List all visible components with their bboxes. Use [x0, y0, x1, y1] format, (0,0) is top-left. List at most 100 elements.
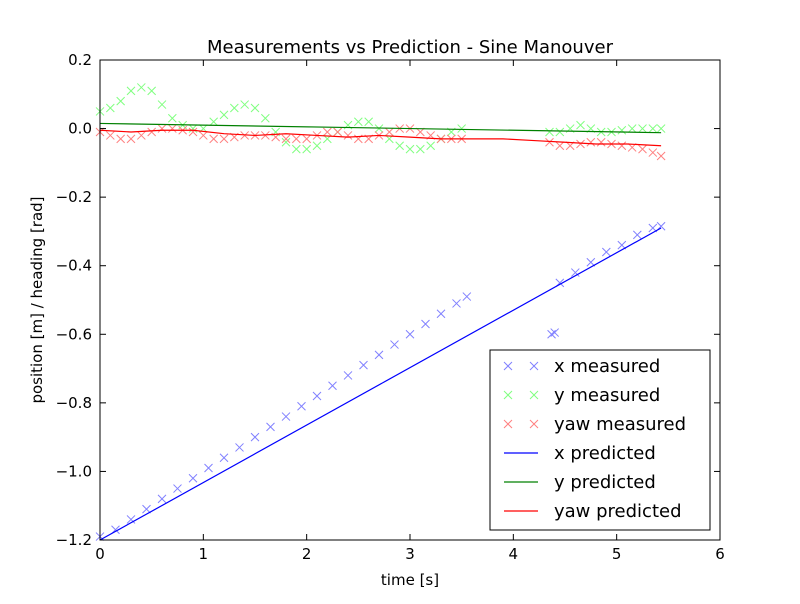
y-measured-point	[457, 124, 467, 133]
y-tick-label: −0.4	[56, 257, 92, 275]
legend-label-yaw-predicted: yaw predicted	[554, 501, 682, 522]
legend-box	[489, 349, 711, 531]
yaw-measured-point	[167, 124, 177, 133]
yaw-measured-point	[648, 148, 658, 157]
x-measured-point	[601, 247, 611, 257]
yaw-measured-point	[545, 137, 554, 147]
y-measured-point	[126, 86, 136, 96]
y-axis-title: position [m] / heading [rad]	[28, 196, 46, 403]
y-measured-point	[260, 113, 270, 123]
yaw-measured-point	[322, 127, 332, 137]
yaw-measured-point	[188, 127, 198, 137]
y-tick-label: −0.6	[56, 325, 92, 343]
legend-label-x-measured: x measured	[554, 356, 660, 377]
y-measured-point	[627, 124, 637, 133]
x-measured-point	[452, 299, 461, 308]
y-measured-point	[147, 86, 157, 96]
yaw-measured-point	[147, 127, 157, 137]
yaw-measured-point	[157, 124, 167, 133]
y-measured-point	[395, 141, 405, 151]
x-measured-point	[126, 515, 136, 524]
y-tick-label: −1.0	[56, 462, 92, 480]
y-measured-point	[291, 144, 301, 154]
x-axis-title: time [s]	[381, 571, 439, 589]
x-measured-point	[405, 329, 415, 339]
y-measured-point	[364, 117, 374, 127]
x-measured-point	[328, 381, 337, 391]
yaw-predicted-line	[99, 129, 662, 147]
y-measured-point	[648, 124, 658, 133]
x-measured-point	[235, 443, 244, 452]
legend-label-y-measured: y measured	[554, 385, 660, 406]
legend-marker-x-measured	[503, 361, 513, 371]
yaw-measured-point	[384, 127, 394, 137]
x-measured-point	[462, 292, 472, 301]
y-measured-point	[545, 127, 554, 137]
yaw-measured-point	[656, 151, 666, 161]
y-tick-label: −1.2	[56, 531, 92, 549]
yaw-measured-point	[302, 134, 312, 144]
x-measured-point	[550, 328, 560, 337]
yaw-measured-point	[219, 134, 229, 144]
y-measured-point	[638, 124, 647, 133]
legend-marker-y-measured	[529, 390, 539, 400]
legend-marker-x-measured	[529, 361, 539, 371]
x-measured-point	[188, 473, 198, 483]
y-measured-point	[426, 141, 436, 151]
legend-label-y-predicted: y predicted	[554, 472, 656, 493]
y-predicted-line	[99, 122, 662, 134]
x-measured-point	[343, 371, 353, 380]
y-measured-point	[188, 124, 198, 133]
yaw-measured-point	[281, 134, 291, 144]
chart-title: Measurements vs Prediction - Sine Manouv…	[207, 37, 614, 58]
legend-label-yaw-measured: yaw measured	[554, 414, 686, 435]
y-measured-point	[167, 113, 177, 123]
plot-layer	[95, 83, 666, 541]
x-measured-point	[632, 230, 642, 240]
x-measured-point	[297, 401, 306, 411]
yaw-measured-point	[198, 131, 208, 140]
y-measured-point	[302, 144, 312, 154]
yaw-measured-point	[596, 137, 606, 147]
legend: x measured y measured yaw measured x predic…	[489, 349, 711, 531]
yaw-measured-point	[116, 134, 126, 144]
y-tick-label: −0.2	[56, 188, 92, 206]
yaw-measured-point	[576, 139, 585, 149]
x-measured-point	[390, 340, 399, 349]
y-tick-label: 0.2	[68, 51, 92, 69]
y-measured-point	[656, 124, 666, 133]
y-measured-point	[353, 117, 363, 127]
y-measured-point	[555, 127, 565, 137]
x-measured-point	[359, 360, 368, 370]
yaw-measured-point	[586, 137, 596, 147]
legend-marker-yaw-measured	[529, 419, 539, 429]
x-measured-point	[570, 268, 580, 277]
x-measured-point	[281, 412, 291, 421]
y-measured-point	[105, 103, 115, 113]
x-predicted-line	[99, 227, 662, 541]
x-tick-label: 2	[302, 545, 312, 563]
yaw-measured-point	[638, 144, 647, 154]
y-measured-point	[576, 120, 585, 130]
yaw-measured-point	[209, 134, 219, 144]
y-measured-point	[415, 144, 425, 154]
yaw-measured-point	[555, 141, 565, 151]
y-measured-point	[209, 117, 219, 127]
yaw-measured-point	[136, 131, 146, 140]
yaw-measured-point	[105, 131, 115, 140]
x-tick-label: 3	[405, 545, 415, 563]
x-measured-point	[266, 422, 275, 432]
x-measured-point	[374, 350, 384, 360]
y-tick-label: 0.0	[68, 120, 92, 138]
x-measured-point	[436, 309, 446, 319]
y-measured-point	[405, 144, 415, 154]
x-measured-point	[173, 484, 182, 493]
y-measured-point	[116, 96, 126, 106]
y-measured-point	[281, 137, 291, 147]
y-measured-point	[136, 83, 146, 92]
x-measured-point	[312, 391, 322, 401]
x-measured-point	[421, 319, 430, 329]
yaw-measured-point	[126, 134, 136, 144]
